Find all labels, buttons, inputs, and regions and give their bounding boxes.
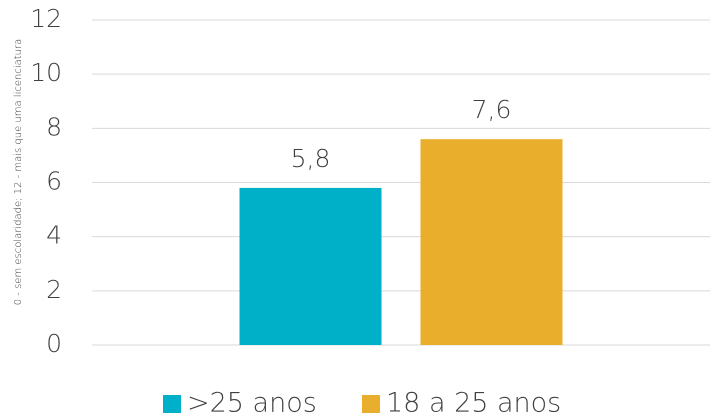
legend-swatch xyxy=(163,395,181,413)
y-axis-label: 0 - sem escolaridade; 12 - mais que uma … xyxy=(13,39,24,305)
bar xyxy=(239,187,382,345)
data-label: 5,8 xyxy=(291,144,331,173)
legend-swatch xyxy=(362,395,380,413)
y-tick-label: 4 xyxy=(46,221,62,250)
y-tick-label: 8 xyxy=(46,112,62,141)
data-label: 7,6 xyxy=(472,95,512,124)
y-tick-label: 12 xyxy=(30,4,62,33)
y-tick-label: 10 xyxy=(30,58,62,87)
legend-label: >25 anos xyxy=(187,388,317,416)
y-tick-label: 6 xyxy=(46,167,62,196)
y-tick-label: 0 xyxy=(46,329,62,358)
bar xyxy=(420,139,563,345)
legend-label: 18 a 25 anos xyxy=(386,388,561,416)
y-tick-label: 2 xyxy=(46,275,62,304)
